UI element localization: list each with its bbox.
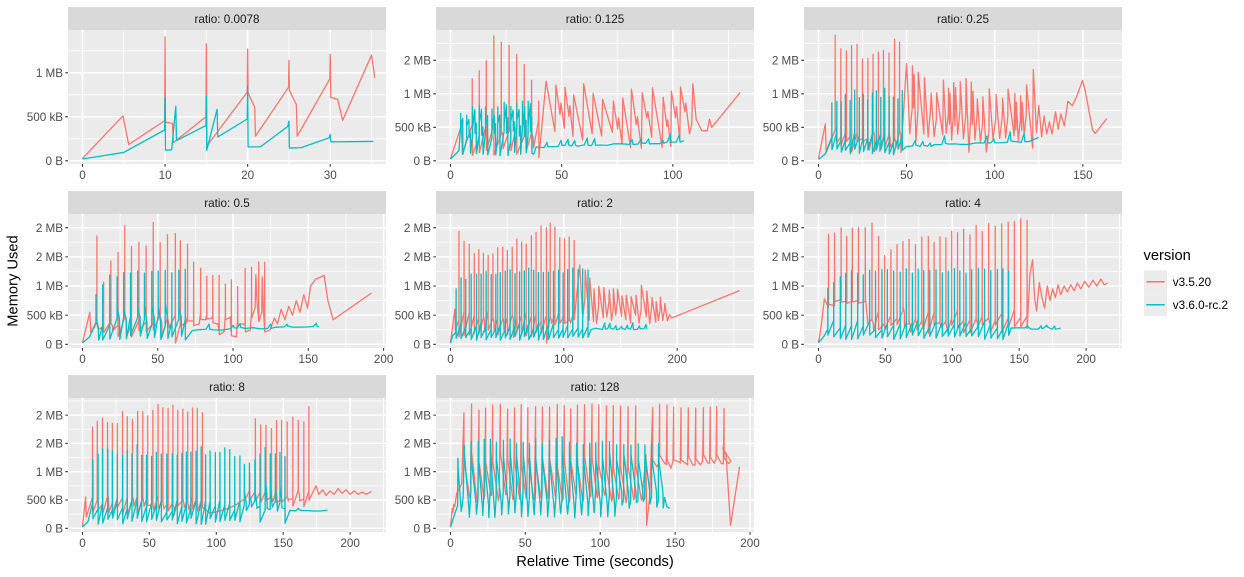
svg-text:version: version	[1144, 248, 1191, 264]
svg-text:ratio: 0.125: ratio: 0.125	[566, 13, 625, 26]
svg-text:0: 0	[815, 353, 822, 366]
svg-text:50: 50	[900, 169, 914, 182]
svg-text:500 kB: 500 kB	[395, 494, 432, 507]
svg-text:2 MB: 2 MB	[36, 409, 63, 422]
svg-text:100: 100	[985, 169, 1005, 182]
svg-text:2 MB: 2 MB	[772, 251, 799, 264]
svg-text:2 MB: 2 MB	[404, 55, 431, 68]
svg-text:2 MB: 2 MB	[404, 438, 431, 451]
svg-text:150: 150	[1073, 169, 1093, 182]
svg-text:0: 0	[79, 353, 86, 366]
svg-text:100: 100	[943, 353, 963, 366]
svg-text:50: 50	[151, 353, 165, 366]
svg-text:500 kB: 500 kB	[27, 309, 64, 322]
svg-text:500 kB: 500 kB	[763, 122, 800, 135]
svg-text:2 MB: 2 MB	[404, 409, 431, 422]
svg-text:v3.5.20: v3.5.20	[1173, 276, 1212, 289]
svg-text:0 B: 0 B	[414, 155, 432, 168]
svg-text:0: 0	[815, 169, 822, 182]
svg-text:0: 0	[447, 353, 454, 366]
svg-text:ratio: 0.5: ratio: 0.5	[204, 197, 250, 210]
svg-text:150: 150	[273, 537, 293, 550]
svg-text:0 B: 0 B	[46, 155, 64, 168]
svg-text:0: 0	[447, 537, 454, 550]
svg-text:1 MB: 1 MB	[772, 88, 799, 101]
svg-text:1 MB: 1 MB	[36, 466, 63, 479]
svg-text:50: 50	[143, 537, 157, 550]
svg-text:100: 100	[207, 537, 227, 550]
svg-text:150: 150	[299, 353, 319, 366]
svg-text:150: 150	[1009, 353, 1029, 366]
svg-text:50: 50	[879, 353, 893, 366]
svg-text:1 MB: 1 MB	[404, 466, 431, 479]
svg-text:500 kB: 500 kB	[395, 309, 432, 322]
svg-text:200: 200	[740, 537, 760, 550]
svg-text:150: 150	[665, 537, 685, 550]
svg-text:v3.6.0-rc.2: v3.6.0-rc.2	[1173, 299, 1228, 312]
svg-text:1 MB: 1 MB	[36, 67, 63, 80]
svg-text:0: 0	[447, 169, 454, 182]
svg-text:2 MB: 2 MB	[36, 222, 63, 235]
svg-text:2 MB: 2 MB	[404, 222, 431, 235]
svg-text:100: 100	[554, 353, 574, 366]
svg-text:200: 200	[1076, 353, 1096, 366]
svg-text:2 MB: 2 MB	[36, 438, 63, 451]
svg-text:200: 200	[340, 537, 360, 550]
svg-text:50: 50	[519, 537, 533, 550]
svg-text:100: 100	[590, 537, 610, 550]
svg-text:1 MB: 1 MB	[404, 280, 431, 293]
svg-text:100: 100	[223, 353, 243, 366]
svg-text:2 MB: 2 MB	[36, 251, 63, 264]
svg-text:Memory Used: Memory Used	[6, 235, 22, 326]
svg-text:ratio: 0.25: ratio: 0.25	[937, 13, 989, 26]
svg-text:1 MB: 1 MB	[772, 280, 799, 293]
svg-text:ratio: 4: ratio: 4	[945, 197, 981, 210]
svg-text:Relative Time (seconds): Relative Time (seconds)	[516, 554, 674, 570]
svg-text:0: 0	[79, 537, 86, 550]
svg-text:0 B: 0 B	[46, 339, 64, 352]
svg-text:500 kB: 500 kB	[27, 111, 64, 124]
svg-text:1 MB: 1 MB	[404, 88, 431, 101]
svg-text:500 kB: 500 kB	[27, 494, 64, 507]
svg-text:200: 200	[667, 353, 687, 366]
svg-text:500 kB: 500 kB	[395, 122, 432, 135]
svg-text:20: 20	[241, 169, 255, 182]
svg-text:0 B: 0 B	[782, 155, 800, 168]
svg-text:0 B: 0 B	[414, 523, 432, 536]
svg-text:ratio: 0.0078: ratio: 0.0078	[195, 13, 260, 26]
svg-text:2 MB: 2 MB	[772, 55, 799, 68]
svg-text:ratio: 8: ratio: 8	[209, 381, 245, 394]
svg-text:ratio: 2: ratio: 2	[577, 197, 613, 210]
svg-text:0: 0	[79, 169, 86, 182]
svg-text:ratio: 128: ratio: 128	[571, 381, 620, 394]
svg-text:10: 10	[159, 169, 173, 182]
svg-text:0 B: 0 B	[46, 523, 64, 536]
svg-text:500 kB: 500 kB	[763, 309, 800, 322]
svg-text:1 MB: 1 MB	[36, 280, 63, 293]
svg-text:2 MB: 2 MB	[404, 251, 431, 264]
svg-text:0 B: 0 B	[782, 339, 800, 352]
svg-text:30: 30	[324, 169, 338, 182]
svg-text:50: 50	[555, 169, 569, 182]
svg-text:0 B: 0 B	[414, 339, 432, 352]
svg-text:2 MB: 2 MB	[772, 222, 799, 235]
svg-text:200: 200	[374, 353, 394, 366]
svg-text:100: 100	[663, 169, 683, 182]
